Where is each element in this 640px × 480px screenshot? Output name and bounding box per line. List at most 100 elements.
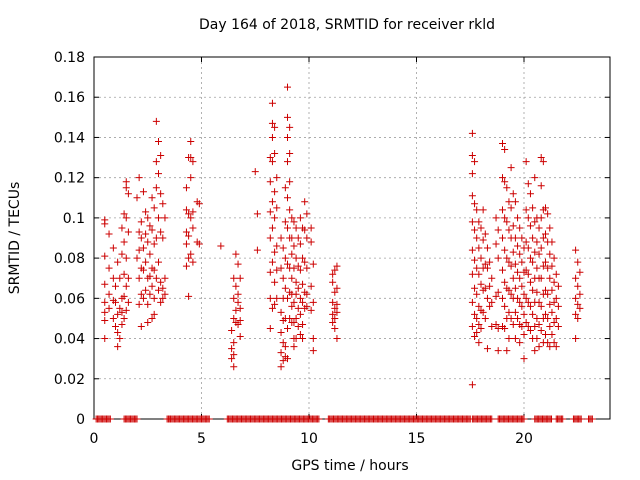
data-point	[116, 335, 124, 343]
data-point	[331, 266, 339, 274]
data-point	[537, 244, 545, 252]
data-point	[483, 294, 491, 302]
data-point	[315, 415, 323, 423]
data-point	[101, 335, 109, 343]
data-point	[522, 318, 530, 326]
data-point	[572, 335, 580, 343]
data-point	[114, 310, 122, 318]
data-point	[572, 274, 580, 282]
data-point	[550, 298, 558, 306]
data-point	[473, 234, 481, 242]
data-point	[552, 270, 560, 278]
data-point	[124, 190, 132, 198]
data-point	[544, 290, 552, 298]
data-point	[277, 329, 285, 337]
data-point	[189, 158, 197, 166]
data-point	[329, 318, 337, 326]
data-point	[236, 333, 244, 341]
data-point	[137, 322, 145, 330]
data-point	[185, 210, 193, 218]
data-point	[507, 164, 515, 172]
data-point	[284, 133, 291, 141]
data-point	[124, 298, 132, 306]
data-point	[284, 113, 291, 121]
data-point	[116, 304, 124, 312]
data-point	[182, 228, 190, 236]
x-tick-label: 0	[90, 431, 99, 447]
data-point	[281, 184, 289, 192]
data-point	[279, 244, 287, 252]
data-point	[109, 314, 117, 322]
data-point	[273, 266, 281, 274]
data-point	[524, 244, 532, 252]
data-point	[268, 119, 276, 127]
data-point	[524, 322, 532, 330]
data-point	[105, 290, 113, 298]
data-point	[537, 154, 545, 162]
data-point	[481, 314, 489, 322]
data-point	[488, 298, 496, 306]
data-point	[572, 246, 580, 254]
data-point	[333, 308, 341, 316]
data-point	[185, 232, 193, 240]
data-point	[548, 286, 556, 294]
y-tick-label: 0.12	[54, 171, 85, 187]
data-point	[550, 339, 558, 347]
data-point	[234, 320, 242, 328]
data-point	[544, 210, 552, 218]
data-point	[277, 349, 285, 357]
data-point	[509, 274, 517, 282]
data-point	[182, 240, 190, 248]
data-point	[576, 268, 584, 276]
data-point	[492, 240, 500, 248]
data-point	[144, 318, 152, 326]
data-point	[161, 214, 169, 222]
data-point	[290, 264, 298, 272]
y-tick-labels: 0 0.02 0.04 0.06 0.08 0.1 0.12 0.14 0.16 0.18	[54, 50, 85, 428]
data-point	[230, 363, 238, 371]
data-point	[537, 182, 545, 190]
data-point	[161, 274, 169, 282]
data-point	[273, 174, 281, 182]
data-point	[228, 355, 236, 363]
data-point	[122, 254, 130, 262]
data-point	[135, 174, 143, 182]
data-point	[483, 345, 491, 353]
chart-title: Day 164 of 2018, SRMTID for receiver rkl…	[199, 17, 495, 33]
data-point	[559, 415, 567, 423]
data-point	[505, 198, 513, 206]
data-point	[135, 274, 143, 282]
data-point	[303, 234, 311, 242]
data-point	[290, 242, 298, 250]
data-point	[277, 234, 285, 242]
data-point	[189, 224, 197, 232]
data-point	[475, 339, 483, 347]
data-point	[146, 222, 154, 230]
data-point	[294, 234, 302, 242]
y-tick-label: 0.02	[54, 372, 85, 388]
data-point	[518, 282, 526, 290]
data-point	[492, 292, 500, 300]
data-point	[331, 314, 339, 322]
data-point	[290, 318, 298, 326]
data-point	[494, 325, 502, 332]
data-point	[152, 234, 160, 242]
data-point	[292, 314, 300, 322]
data-point	[501, 278, 509, 286]
data-point	[122, 214, 130, 222]
data-point	[112, 322, 119, 330]
data-point	[468, 129, 476, 137]
data-point	[499, 174, 506, 182]
data-point	[574, 300, 582, 308]
data-point	[544, 339, 552, 347]
data-point	[526, 190, 534, 198]
data-point	[189, 258, 197, 266]
data-point	[294, 284, 302, 292]
data-point	[112, 282, 119, 290]
data-point	[526, 278, 534, 286]
data-point	[288, 250, 296, 258]
data-point	[146, 290, 154, 298]
data-point	[292, 224, 300, 232]
data-point	[537, 327, 545, 335]
